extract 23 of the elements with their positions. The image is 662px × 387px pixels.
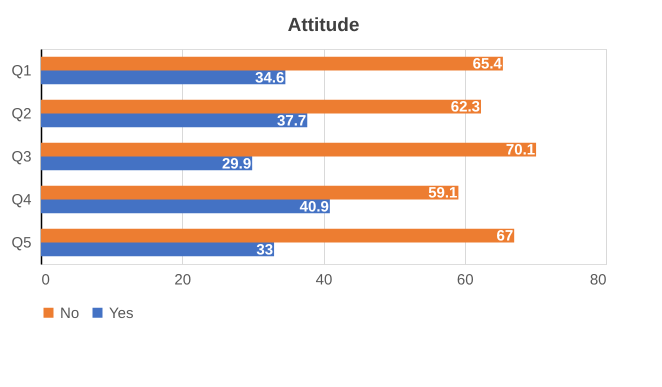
x-tick-label: 20	[174, 272, 192, 288]
x-tick-label: 80	[590, 272, 606, 288]
chart-title: Attitude	[288, 15, 360, 36]
x-tick-label: 40	[316, 272, 332, 288]
x-tick-label: 0	[42, 272, 50, 288]
data-label: 65.4	[472, 56, 503, 73]
y-tick-label: Q4	[11, 192, 32, 208]
y-tick-label: Q5	[11, 234, 32, 252]
y-tick-label: Q1	[11, 62, 32, 80]
data-label: 62.3	[450, 98, 480, 116]
data-label: 29.9	[222, 155, 252, 172]
data-label: 70.1	[506, 142, 536, 159]
data-label: 67	[496, 228, 514, 245]
data-label: 37.7	[277, 112, 306, 130]
y-tick-label: Q2	[11, 106, 32, 122]
data-label: 33	[256, 241, 274, 258]
data-label: 59.1	[428, 184, 458, 202]
data-label: 34.6	[255, 69, 284, 86]
y-tick-label: Q3	[11, 148, 32, 166]
data-label: 40.9	[300, 198, 329, 216]
legend-label: No	[60, 304, 80, 322]
legend-label: Yes	[109, 304, 134, 322]
x-tick-label: 60	[456, 272, 474, 288]
